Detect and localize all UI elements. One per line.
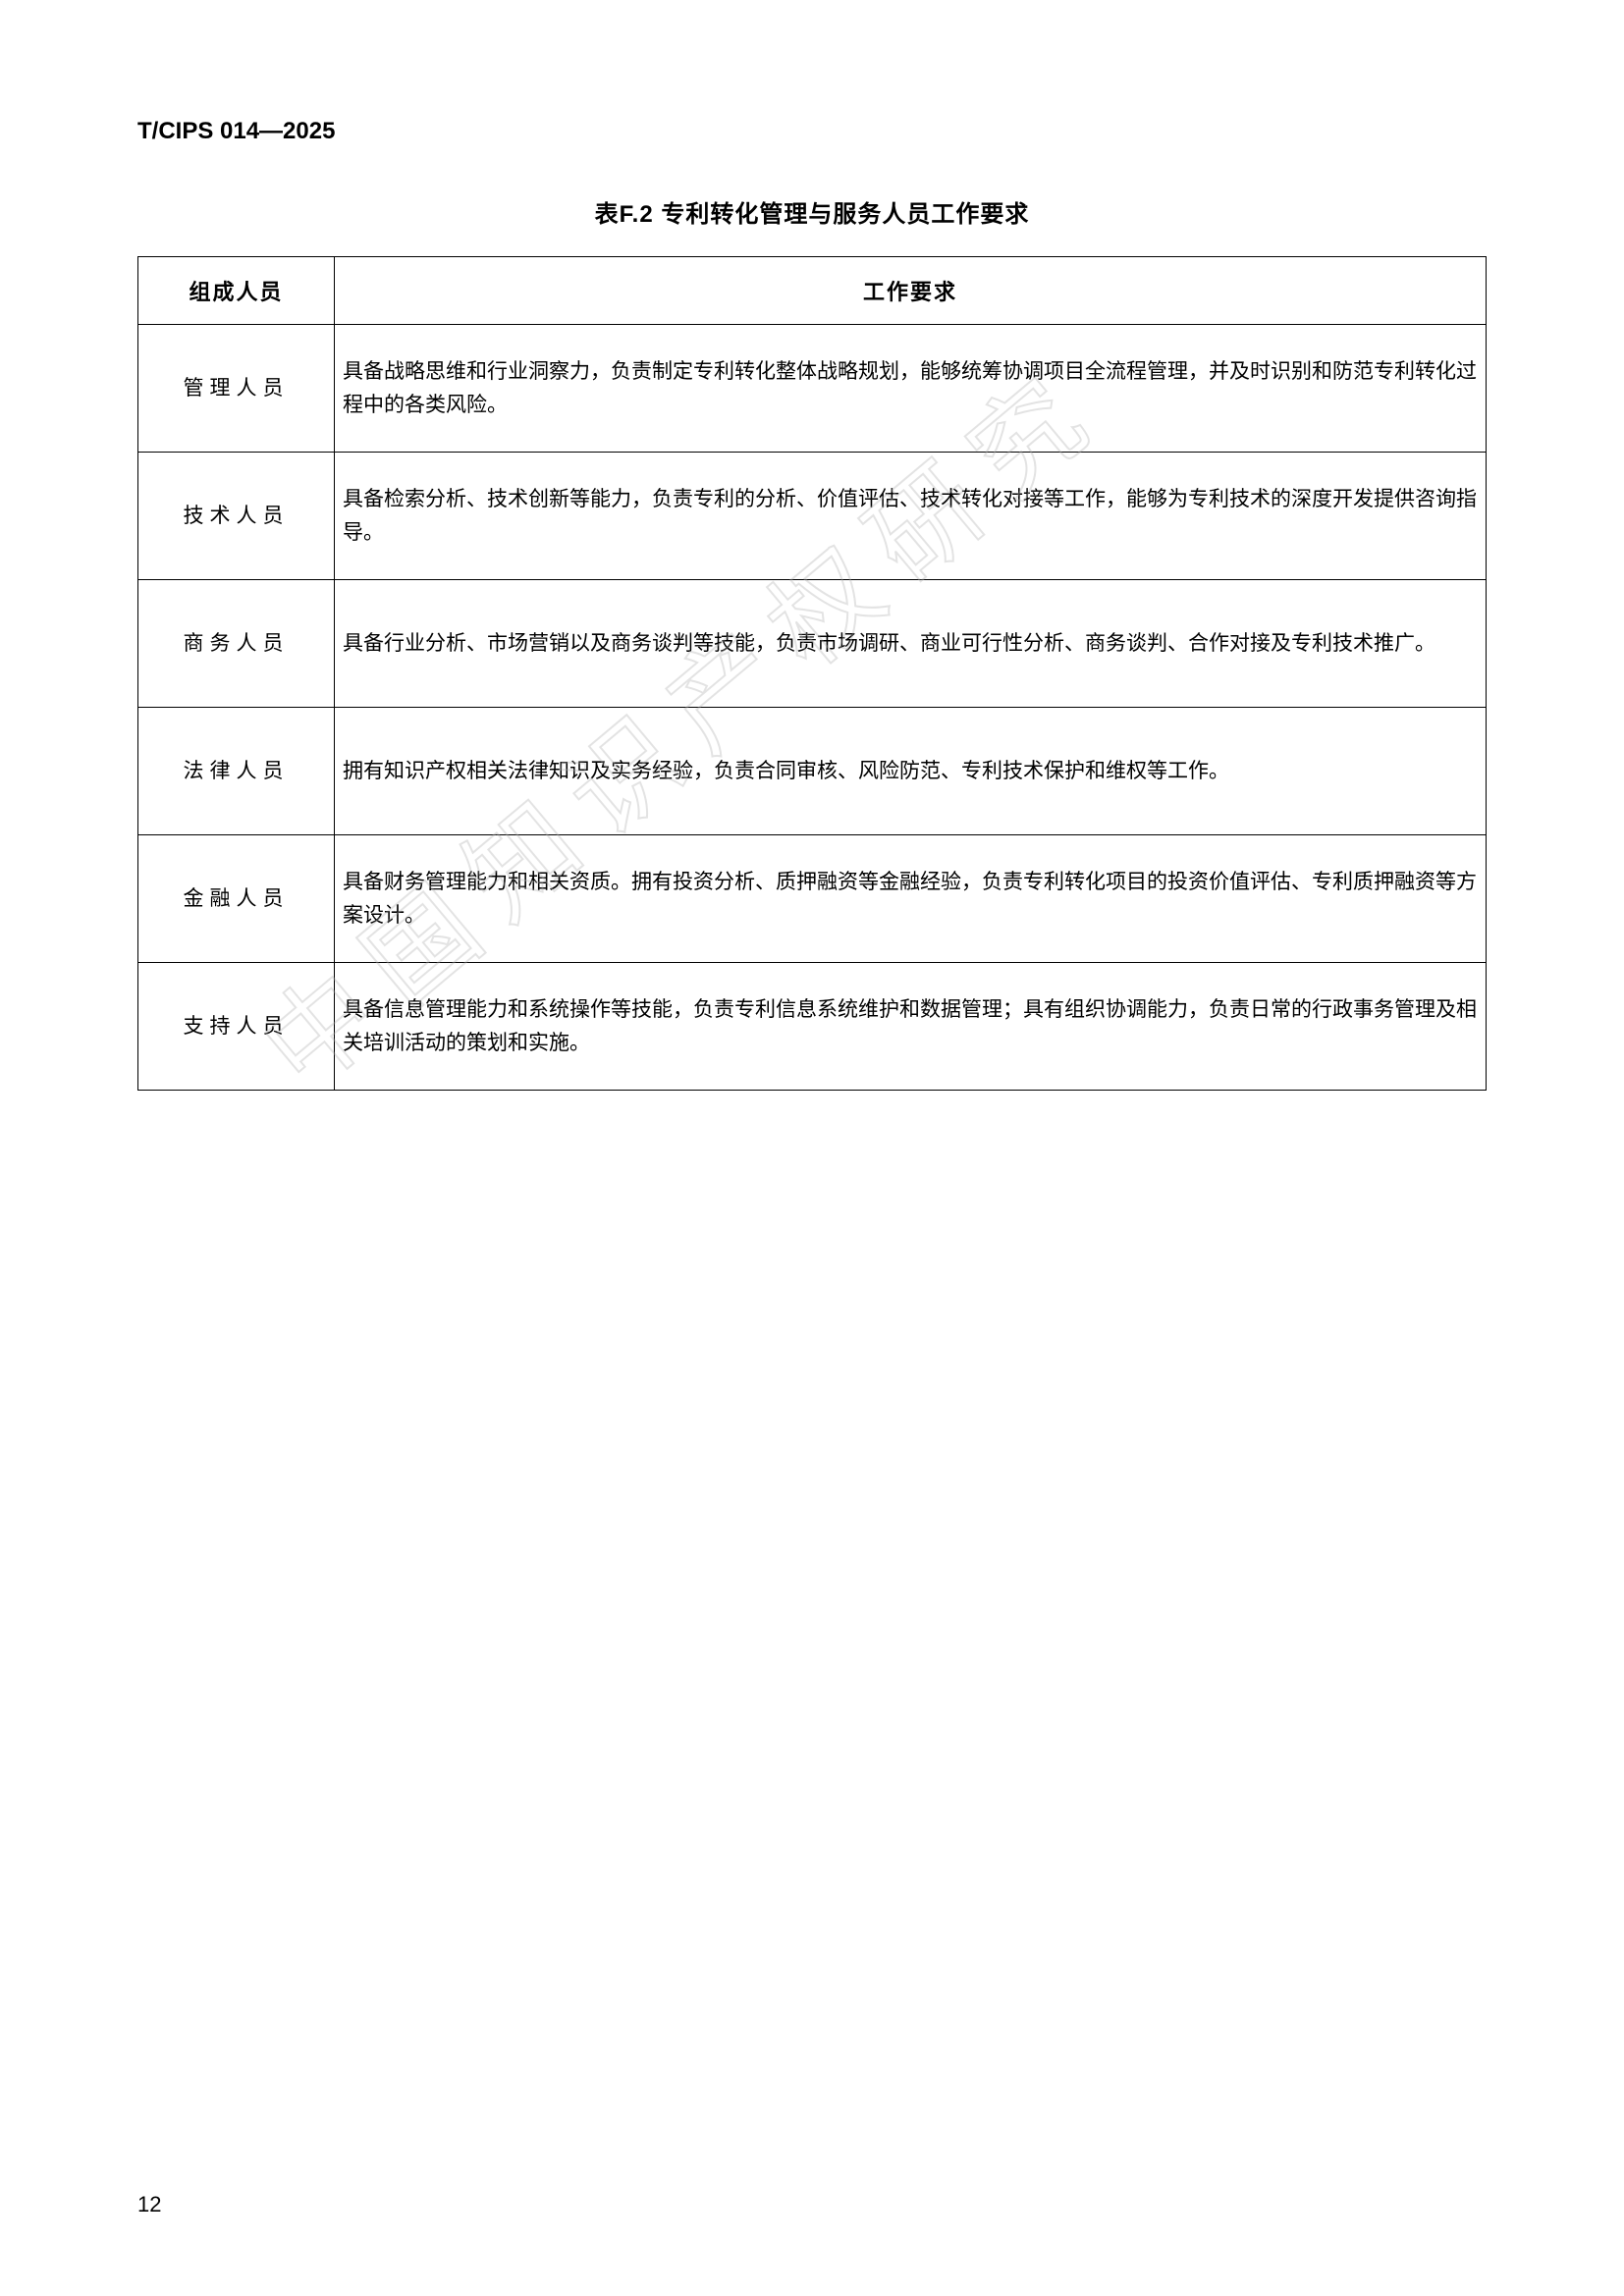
table-row: 技术人员 具备检索分析、技术创新等能力，负责专利的分析、价值评估、技术转化对接等… xyxy=(138,453,1487,580)
table-header-row: 组成人员 工作要求 xyxy=(138,257,1487,325)
header-document-code: T/CIPS 014—2025 xyxy=(137,118,1487,145)
role-cell: 管理人员 xyxy=(138,325,335,453)
table-row: 金融人员 具备财务管理能力和相关资质。拥有投资分析、质押融资等金融经验，负责专利… xyxy=(138,835,1487,963)
requirement-cell: 具备战略思维和行业洞察力，负责制定专利转化整体战略规划，能够统筹协调项目全流程管… xyxy=(335,325,1487,453)
table-caption: 表F.2 专利转化管理与服务人员工作要求 xyxy=(137,194,1487,229)
requirement-cell: 具备信息管理能力和系统操作等技能，负责专利信息系统维护和数据管理；具有组织协调能… xyxy=(335,963,1487,1091)
column-header-requirement: 工作要求 xyxy=(335,257,1487,325)
requirement-cell: 具备检索分析、技术创新等能力，负责专利的分析、价值评估、技术转化对接等工作，能够… xyxy=(335,453,1487,580)
role-cell: 法律人员 xyxy=(138,708,335,835)
table-row: 商务人员 具备行业分析、市场营销以及商务谈判等技能，负责市场调研、商业可行性分析… xyxy=(138,580,1487,708)
document-page: T/CIPS 014—2025 表F.2 专利转化管理与服务人员工作要求 组成人… xyxy=(0,0,1624,2296)
personnel-requirements-table: 组成人员 工作要求 管理人员 具备战略思维和行业洞察力，负责制定专利转化整体战略… xyxy=(137,256,1487,1091)
page-number: 12 xyxy=(137,2192,161,2217)
requirement-cell: 拥有知识产权相关法律知识及实务经验，负责合同审核、风险防范、专利技术保护和维权等… xyxy=(335,708,1487,835)
table-row: 管理人员 具备战略思维和行业洞察力，负责制定专利转化整体战略规划，能够统筹协调项… xyxy=(138,325,1487,453)
role-cell: 商务人员 xyxy=(138,580,335,708)
column-header-role: 组成人员 xyxy=(138,257,335,325)
role-cell: 支持人员 xyxy=(138,963,335,1091)
requirement-cell: 具备财务管理能力和相关资质。拥有投资分析、质押融资等金融经验，负责专利转化项目的… xyxy=(335,835,1487,963)
role-cell: 技术人员 xyxy=(138,453,335,580)
table-row: 支持人员 具备信息管理能力和系统操作等技能，负责专利信息系统维护和数据管理；具有… xyxy=(138,963,1487,1091)
table-row: 法律人员 拥有知识产权相关法律知识及实务经验，负责合同审核、风险防范、专利技术保… xyxy=(138,708,1487,835)
requirement-cell: 具备行业分析、市场营销以及商务谈判等技能，负责市场调研、商业可行性分析、商务谈判… xyxy=(335,580,1487,708)
role-cell: 金融人员 xyxy=(138,835,335,963)
